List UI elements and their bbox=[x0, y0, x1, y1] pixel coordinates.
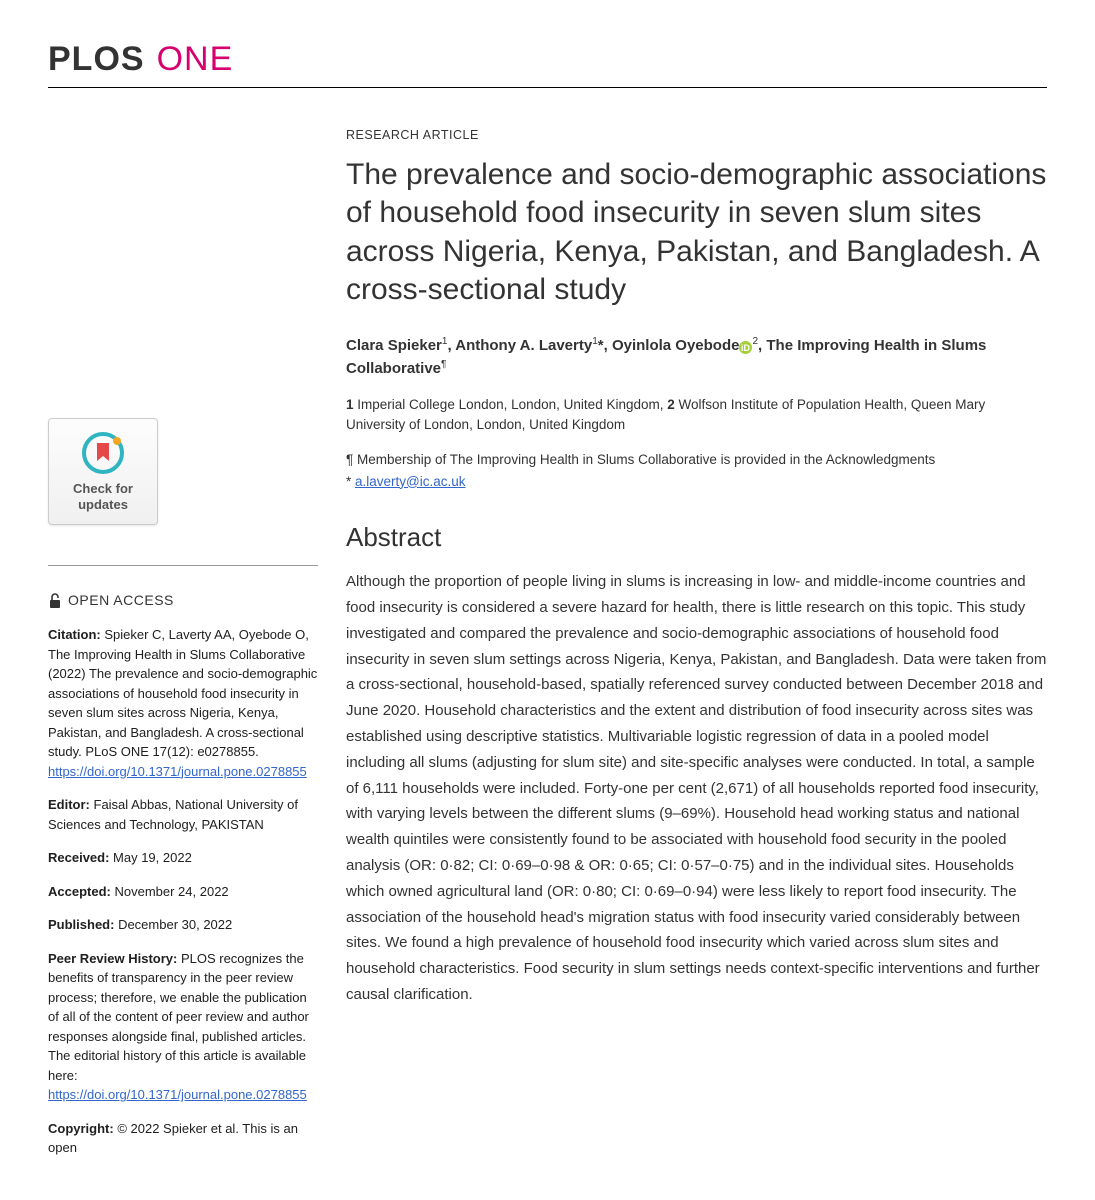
divider bbox=[48, 565, 318, 566]
received-block: Received: May 19, 2022 bbox=[48, 848, 318, 868]
orcid-icon[interactable]: iD bbox=[739, 339, 752, 352]
copyright-label: Copyright: bbox=[48, 1121, 114, 1136]
peer-review-link[interactable]: https://doi.org/10.1371/journal.pone.027… bbox=[48, 1087, 307, 1102]
open-access-label: OPEN ACCESS bbox=[68, 590, 174, 611]
abstract-heading: Abstract bbox=[346, 522, 1047, 553]
editor-block: Editor: Faisal Abbas, National Universit… bbox=[48, 795, 318, 834]
peer-review-label: Peer Review History: bbox=[48, 951, 177, 966]
open-access-badge: OPEN ACCESS bbox=[48, 590, 318, 611]
crossmark-icon bbox=[81, 431, 125, 475]
check-for-updates-button[interactable]: Check for updates bbox=[48, 418, 158, 525]
citation-text: Spieker C, Laverty AA, Oyebode O, The Im… bbox=[48, 627, 317, 759]
copyright-block: Copyright: © 2022 Spieker et al. This is… bbox=[48, 1119, 318, 1158]
affiliation-1: Imperial College London, London, United … bbox=[357, 397, 663, 412]
abstract-text: Although the proportion of people living… bbox=[346, 569, 1047, 1008]
published-label: Published: bbox=[48, 917, 114, 932]
affiliations: 1 Imperial College London, London, Unite… bbox=[346, 395, 1047, 436]
published-block: Published: December 30, 2022 bbox=[48, 915, 318, 935]
accepted-label: Accepted: bbox=[48, 884, 111, 899]
main-content: RESEARCH ARTICLE The prevalence and soci… bbox=[346, 128, 1047, 1172]
journal-header: PLOS ONE bbox=[48, 40, 1047, 88]
collaborative-note: ¶ Membership of The Improving Health in … bbox=[346, 449, 1047, 471]
check-updates-label: Check for updates bbox=[59, 481, 147, 512]
published-text: December 30, 2022 bbox=[114, 917, 232, 932]
citation-block: Citation: Spieker C, Laverty AA, Oyebode… bbox=[48, 625, 318, 781]
author-notes: ¶ Membership of The Improving Health in … bbox=[346, 449, 1047, 492]
received-label: Received: bbox=[48, 850, 109, 865]
sidebar: Check for updates OPEN ACCESS Citation: … bbox=[48, 128, 318, 1172]
svg-text:iD: iD bbox=[741, 343, 751, 353]
corresponding-prefix: * bbox=[346, 474, 355, 489]
article-type: RESEARCH ARTICLE bbox=[346, 128, 1047, 142]
accepted-text: November 24, 2022 bbox=[111, 884, 229, 899]
citation-doi-link[interactable]: https://doi.org/10.1371/journal.pone.027… bbox=[48, 764, 307, 779]
peer-review-block: Peer Review History: PLOS recognizes the… bbox=[48, 949, 318, 1105]
accepted-block: Accepted: November 24, 2022 bbox=[48, 882, 318, 902]
article-title: The prevalence and socio-demographic ass… bbox=[346, 156, 1047, 310]
open-lock-icon bbox=[48, 593, 62, 609]
author-list: Clara Spieker1, Anthony A. Laverty1*, Oy… bbox=[346, 334, 1047, 381]
journal-name-one: ONE bbox=[157, 40, 234, 79]
journal-name-plos: PLOS bbox=[48, 40, 145, 79]
peer-review-text: PLOS recognizes the benefits of transpar… bbox=[48, 951, 309, 1083]
received-text: May 19, 2022 bbox=[109, 850, 191, 865]
citation-label: Citation: bbox=[48, 627, 101, 642]
editor-label: Editor: bbox=[48, 797, 90, 812]
authors-part1: Clara Spieker1, Anthony A. Laverty1*, Oy… bbox=[346, 337, 739, 354]
corresponding-email-link[interactable]: a.laverty@ic.ac.uk bbox=[355, 474, 466, 489]
